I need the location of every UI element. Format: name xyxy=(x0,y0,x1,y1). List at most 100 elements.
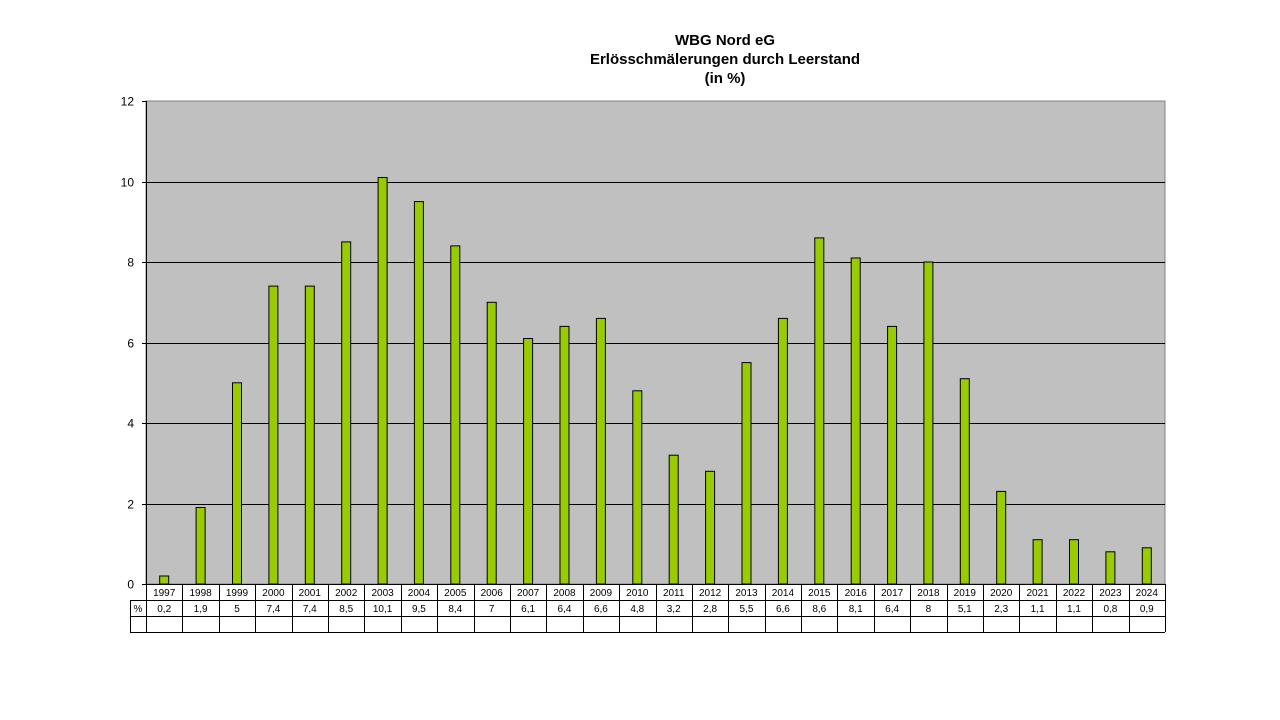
bar-2024 xyxy=(1141,547,1152,585)
x-tick-label: 2023 xyxy=(1099,588,1122,599)
x-tick-label: 2022 xyxy=(1063,588,1086,599)
data-label-2004: 9,5 xyxy=(412,604,426,615)
data-table: 1997 1998 1999 2000 2001 2002 2003 2004 2005 2006… xyxy=(130,584,1166,633)
data-label-2022: 1,1 xyxy=(1067,604,1081,615)
bar-2014 xyxy=(777,317,788,585)
bar-2005 xyxy=(450,245,461,585)
bar-2019 xyxy=(959,378,970,585)
x-tick-label: 1998 xyxy=(189,588,212,599)
x-tick-label: 2020 xyxy=(990,588,1013,599)
y-tick-label: 0 xyxy=(127,578,134,592)
data-label-2024: 0,9 xyxy=(1140,604,1154,615)
x-tick-label: 2003 xyxy=(371,588,394,599)
y-tick-label: 4 xyxy=(127,417,134,431)
x-tick-label: 2012 xyxy=(699,588,722,599)
data-label-2016: 8,1 xyxy=(849,604,863,615)
chart-title-line-2: Erlösschmälerungen durch Leerstand xyxy=(589,51,861,68)
x-tick-label: 1997 xyxy=(153,588,176,599)
chart-title: WBG Nord eG Erlösschmälerungen durch Lee… xyxy=(525,31,925,88)
bar-2013 xyxy=(741,362,752,585)
y-tick-label: 6 xyxy=(127,337,134,351)
x-tick-label: 2017 xyxy=(881,588,904,599)
data-label-2018: 8 xyxy=(926,604,932,615)
data-label-2006: 7 xyxy=(489,604,495,615)
x-tick-label: 2011 xyxy=(663,588,685,599)
data-label-2011: 3,2 xyxy=(667,604,681,615)
x-tick-label: 2016 xyxy=(845,588,868,599)
data-label-1998: 1,9 xyxy=(194,604,208,615)
data-label-2005: 8,4 xyxy=(448,604,462,615)
data-label-2020: 2,3 xyxy=(994,604,1008,615)
chart-title-line-1: WBG Nord eG xyxy=(675,32,775,49)
x-tick-label: 2004 xyxy=(408,588,431,599)
bar-2018 xyxy=(923,261,934,585)
bar-2020 xyxy=(996,490,1007,585)
x-tick-label: 2013 xyxy=(735,588,758,599)
data-label-2012: 2,8 xyxy=(703,604,717,615)
y-axis: 0 2 4 6 8 10 12 xyxy=(121,95,147,592)
x-tick-label: 2024 xyxy=(1136,588,1159,599)
bar-2011 xyxy=(668,454,679,585)
chart-title-line-3: (in %) xyxy=(704,70,746,87)
bar-2003 xyxy=(377,177,388,585)
bar-2000 xyxy=(268,285,279,585)
bar-2017 xyxy=(887,325,898,585)
x-tick-label: 1999 xyxy=(226,588,249,599)
data-label-2019: 5,1 xyxy=(958,604,972,615)
bar-2002 xyxy=(341,241,352,585)
x-tick-label: 2021 xyxy=(1026,588,1049,599)
gridlines xyxy=(146,182,1165,505)
bar-2006 xyxy=(486,301,497,585)
bar-1999 xyxy=(232,382,242,585)
x-tick-label: 2007 xyxy=(517,588,540,599)
plot-area xyxy=(145,100,1166,585)
x-tick-label: 2014 xyxy=(772,588,795,599)
x-tick-label: 2015 xyxy=(808,588,831,599)
x-tick-label: 2000 xyxy=(262,588,285,599)
x-tick-label: 2006 xyxy=(481,588,504,599)
bar-1997 xyxy=(159,575,170,585)
series-label: % xyxy=(134,604,143,615)
data-label-1999: 5 xyxy=(234,604,240,615)
x-tick-label: 2010 xyxy=(626,588,649,599)
x-tick-label: 2018 xyxy=(917,588,940,599)
bar-2023 xyxy=(1105,551,1116,585)
bar-2008 xyxy=(559,325,570,585)
data-label-2010: 4,8 xyxy=(630,604,644,615)
bar-2021 xyxy=(1032,539,1043,585)
bar-2016 xyxy=(850,257,861,585)
data-label-2013: 5,5 xyxy=(740,604,754,615)
data-label-2007: 6,1 xyxy=(521,604,535,615)
data-label-2015: 8,6 xyxy=(812,604,826,615)
x-tick-label: 2005 xyxy=(444,588,467,599)
bar-2012 xyxy=(705,470,716,585)
bar-2015 xyxy=(814,237,825,585)
data-label-2017: 6,4 xyxy=(885,604,899,615)
bar-2009 xyxy=(595,317,606,585)
data-label-2023: 0,8 xyxy=(1103,604,1117,615)
bar-2001 xyxy=(304,285,315,585)
bar-1998 xyxy=(195,507,206,585)
data-label-2009: 6,6 xyxy=(594,604,608,615)
bar-2004 xyxy=(413,201,424,585)
x-tick-label: 2001 xyxy=(299,588,322,599)
y-tick-label: 2 xyxy=(127,498,134,512)
x-tick-label: 2009 xyxy=(590,588,613,599)
data-label-1997: 0,2 xyxy=(157,604,171,615)
data-label-2001: 7,4 xyxy=(303,604,317,615)
data-label-2003: 10,1 xyxy=(373,604,393,615)
y-tick-label: 12 xyxy=(121,95,135,109)
data-label-2002: 8,5 xyxy=(339,604,353,615)
bar-2022 xyxy=(1069,539,1079,585)
y-tick-label: 10 xyxy=(121,176,135,190)
x-tick-label: 2019 xyxy=(954,588,977,599)
bar-2010 xyxy=(632,390,643,585)
data-label-2000: 7,4 xyxy=(266,604,280,615)
data-label-2021: 1,1 xyxy=(1031,604,1045,615)
y-tick-label: 8 xyxy=(127,256,134,270)
x-tick-label: 2002 xyxy=(335,588,358,599)
data-label-2008: 6,4 xyxy=(558,604,572,615)
data-label-2014: 6,6 xyxy=(776,604,790,615)
x-tick-label: 2008 xyxy=(553,588,576,599)
bar-2007 xyxy=(523,338,534,585)
